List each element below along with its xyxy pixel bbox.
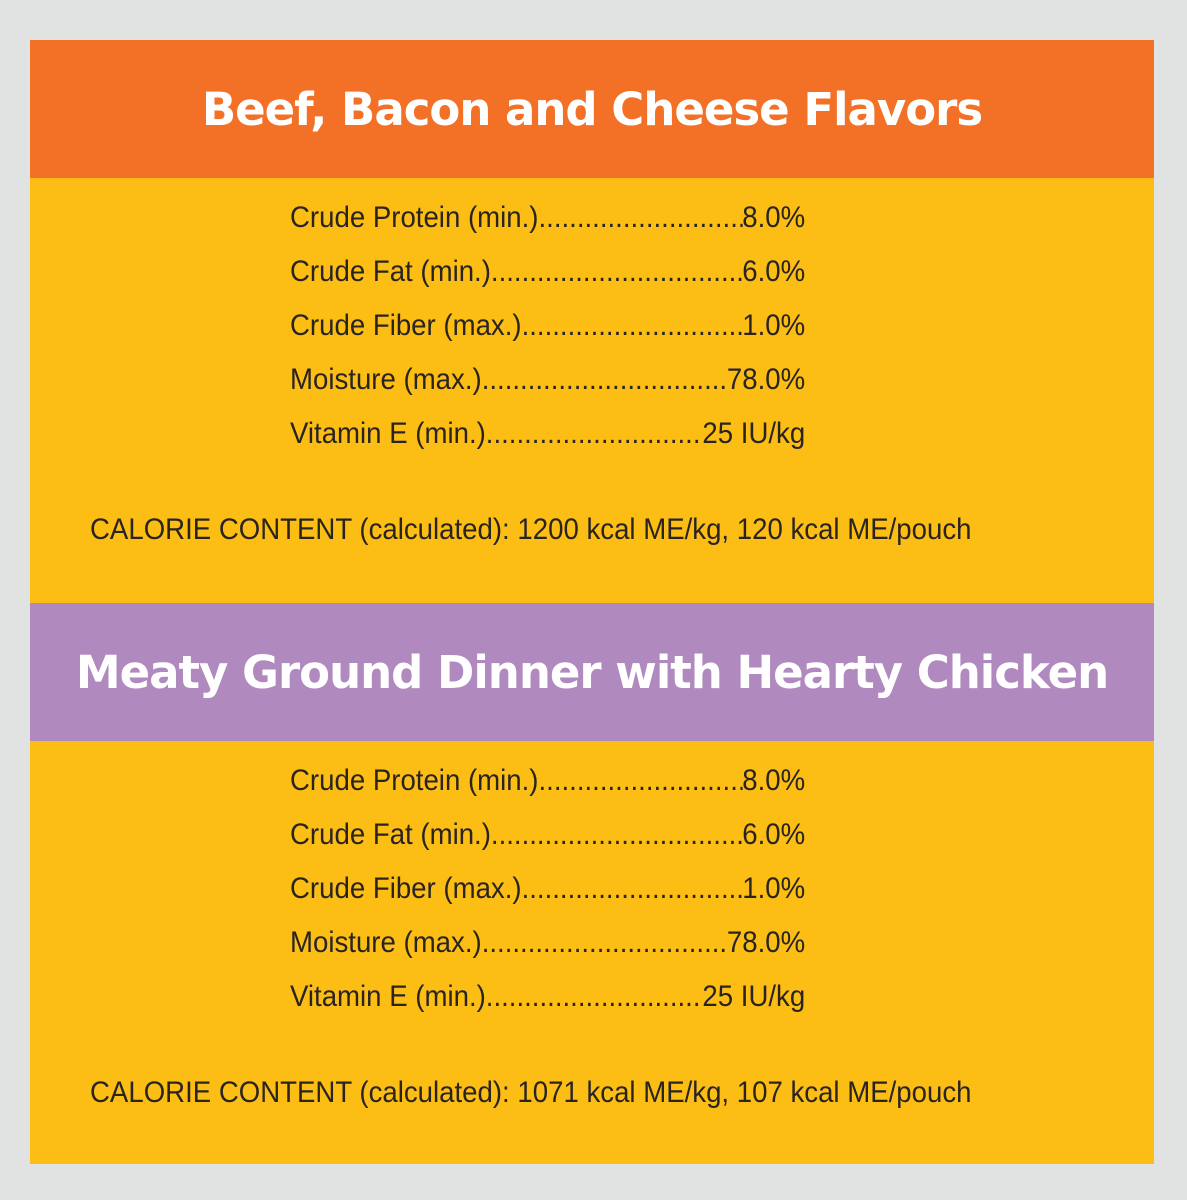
nutrient-row-crude-protein: Crude Protein (min.) 8.0%	[290, 198, 805, 252]
nutrient-row-crude-fat: Crude Fat (min.) 6.0%	[290, 815, 805, 869]
nutrient-label: Moisture (max.)	[290, 926, 482, 959]
nutrient-row-crude-fiber: Crude Fiber (max.) 1.0%	[290, 306, 805, 360]
nutrient-row-moisture: Moisture (max.) 78.0%	[290, 923, 805, 977]
dot-leader	[482, 923, 727, 977]
nutrient-value: 25 IU/kg	[702, 417, 806, 450]
nutrient-list: Crude Protein (min.) 8.0% Crude Fat (min…	[290, 761, 850, 1031]
nutrient-row-crude-protein: Crude Protein (min.) 8.0%	[290, 761, 805, 815]
calorie-content: CALORIE CONTENT (calculated): 1071 kcal …	[90, 1076, 972, 1109]
dot-leader	[486, 414, 703, 468]
nutrient-label: Crude Fiber (max.)	[290, 309, 522, 342]
section-title: Beef, Bacon and Cheese Flavors	[30, 40, 1154, 178]
dot-leader	[491, 252, 742, 306]
nutrient-label: Vitamin E (min.)	[290, 417, 486, 450]
nutrient-label: Crude Fat (min.)	[290, 818, 491, 851]
nutrient-value: 1.0%	[742, 872, 806, 905]
guaranteed-analysis-panel: Beef, Bacon and Cheese Flavors Crude Pro…	[30, 40, 1154, 1164]
nutrient-value: 1.0%	[742, 309, 806, 342]
nutrient-value: 6.0%	[742, 255, 806, 288]
nutrient-value: 6.0%	[742, 818, 806, 851]
dot-leader	[491, 815, 742, 869]
nutrient-label: Moisture (max.)	[290, 363, 482, 396]
dot-leader	[486, 977, 703, 1031]
calorie-content: CALORIE CONTENT (calculated): 1200 kcal …	[90, 513, 972, 546]
dot-leader	[538, 198, 742, 252]
dot-leader	[522, 306, 743, 360]
nutrient-row-vitamin-e: Vitamin E (min.) 25 IU/kg	[290, 414, 805, 468]
nutrient-list: Crude Protein (min.) 8.0% Crude Fat (min…	[290, 198, 850, 468]
nutrient-label: Crude Fiber (max.)	[290, 872, 522, 905]
nutrient-row-crude-fiber: Crude Fiber (max.) 1.0%	[290, 869, 805, 923]
nutrient-label: Vitamin E (min.)	[290, 980, 486, 1013]
dot-leader	[482, 360, 727, 414]
nutrient-label: Crude Protein (min.)	[290, 764, 539, 797]
nutrient-label: Crude Fat (min.)	[290, 255, 491, 288]
nutrient-value: 78.0%	[726, 363, 806, 396]
section-beef-bacon-cheese: Beef, Bacon and Cheese Flavors Crude Pro…	[30, 40, 1154, 546]
section-meaty-ground-dinner: Meaty Ground Dinner with Hearty Chicken …	[30, 603, 1154, 1109]
nutrient-value: 8.0%	[742, 764, 806, 797]
nutrient-value: 8.0%	[742, 201, 806, 234]
nutrient-row-crude-fat: Crude Fat (min.) 6.0%	[290, 252, 805, 306]
dot-leader	[538, 761, 742, 815]
nutrient-label: Crude Protein (min.)	[290, 201, 539, 234]
nutrient-row-vitamin-e: Vitamin E (min.) 25 IU/kg	[290, 977, 805, 1031]
section-title: Meaty Ground Dinner with Hearty Chicken	[30, 603, 1154, 741]
nutrient-row-moisture: Moisture (max.) 78.0%	[290, 360, 805, 414]
nutrient-value: 25 IU/kg	[702, 980, 806, 1013]
dot-leader	[522, 869, 743, 923]
nutrient-value: 78.0%	[726, 926, 806, 959]
